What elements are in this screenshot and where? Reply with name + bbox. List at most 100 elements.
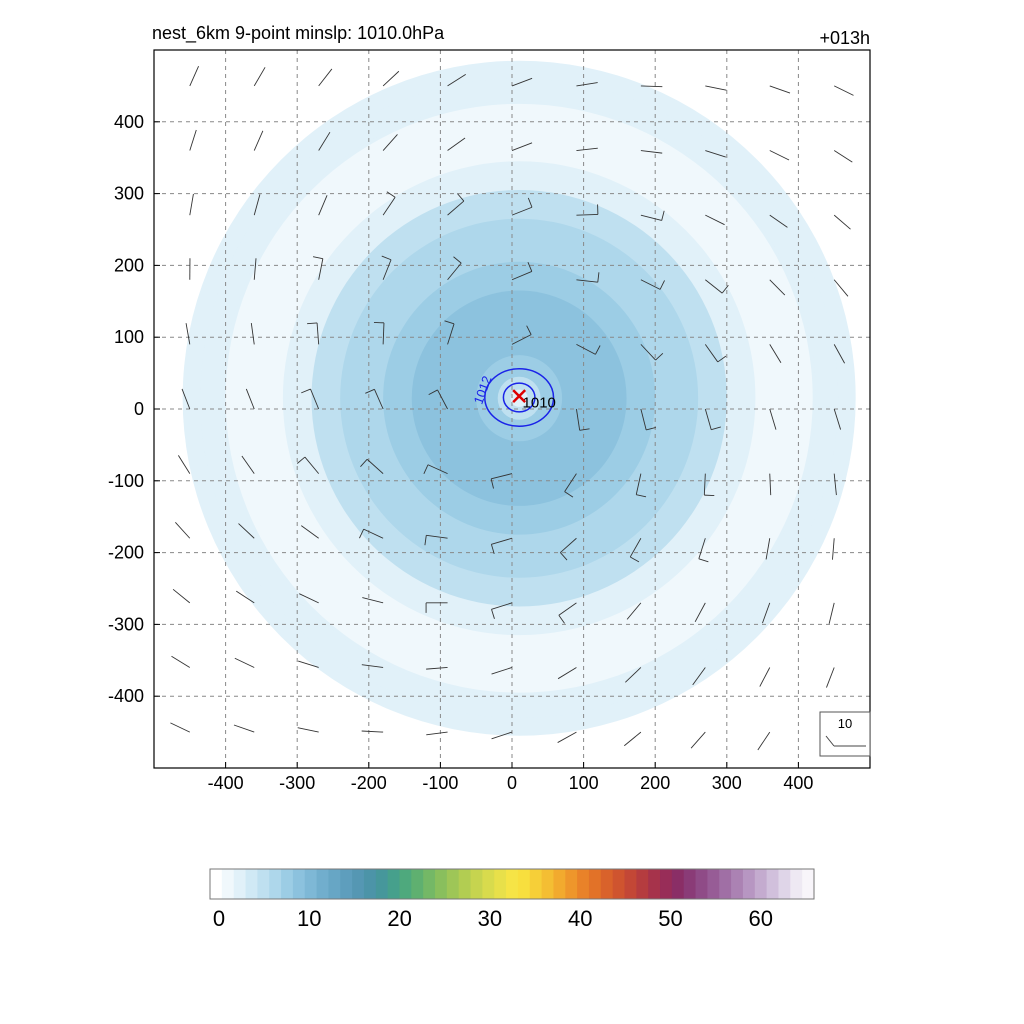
wind-barb-shaft [382, 70, 400, 87]
wind-barb-shaft [576, 82, 598, 87]
wind-barb-shaft [447, 137, 466, 151]
colorbar-cell [423, 869, 436, 899]
x-tick-label: 100 [569, 773, 599, 793]
wind-barb-shaft [238, 523, 255, 539]
wind-barb-shaft [382, 134, 398, 151]
wind-barb-shaft [426, 731, 448, 736]
wind-barb-shaft [558, 602, 577, 616]
colorbar-cell [683, 869, 697, 899]
wind-barb-shaft [576, 343, 596, 355]
wind-barb-shaft [382, 197, 396, 216]
wind-barb-flag [491, 609, 495, 619]
colorbar-cell [304, 869, 318, 899]
wind-barb-shaft [447, 262, 462, 281]
colorbar-cell [731, 869, 744, 899]
wind-barb-shaft [491, 731, 513, 740]
wind-barb-shaft [511, 206, 533, 216]
wind-barb-shaft [233, 724, 255, 733]
wind-barb-flag [636, 494, 647, 498]
wind-barb-shaft [382, 322, 385, 345]
wind-barb-shaft [361, 664, 384, 668]
wind-barb-shaft [170, 722, 190, 733]
wind-barb-shaft [576, 147, 598, 151]
wind-barb-shaft [236, 590, 255, 604]
wind-barb-shaft [769, 150, 790, 161]
colorbar-cell [588, 869, 602, 899]
wind-barb-shaft [832, 538, 835, 560]
wind-barb-flag [558, 614, 565, 624]
y-tick-label: -300 [108, 614, 144, 634]
colorbar-cell [660, 869, 673, 899]
colorbar-cell [742, 869, 756, 899]
wind-barb-shaft [318, 68, 333, 87]
colorbar-cell [446, 869, 460, 899]
wind-barb-flag [360, 458, 368, 468]
wind-barb-shaft [694, 602, 706, 623]
x-tick-label: 200 [640, 773, 670, 793]
wind-barb-shaft [769, 344, 782, 364]
wind-barb-flag [381, 255, 392, 261]
y-tick-label: -400 [108, 686, 144, 706]
wind-barb-flag [595, 345, 601, 355]
x-tick-label: -100 [422, 773, 458, 793]
wind-barb-flag [526, 325, 532, 335]
wind-barb-shaft [366, 458, 384, 474]
reference-barb-box: 10 [819, 711, 871, 757]
colorbar-cell [754, 869, 768, 899]
wind-barb-shaft [318, 131, 331, 151]
wind-barb-shaft [704, 344, 719, 363]
colorbar-cell [565, 869, 578, 899]
wind-barb-flag [646, 426, 656, 431]
wind-barb-shaft [705, 279, 723, 294]
reference-barb-shaft [825, 735, 835, 747]
wind-barb-shaft [245, 388, 255, 410]
pressure-contour [484, 368, 555, 427]
wind-barb-shaft [297, 727, 319, 733]
colorbar-cell [257, 869, 270, 899]
colorbar-cell [470, 869, 483, 899]
wind-barb-flag [490, 544, 495, 555]
wind-barb-shaft [491, 537, 513, 545]
wind-barb-shaft [304, 456, 320, 474]
outer-wind-ring [200, 78, 839, 718]
wind-barb-shaft [177, 455, 191, 474]
wind-barb-shaft [834, 85, 854, 96]
wind-barb-shaft [704, 408, 712, 430]
wind-barb-shaft [298, 660, 319, 668]
wind-barb-flag [453, 256, 462, 264]
colorbar-tick-label: 60 [749, 906, 773, 931]
wind-barb-shaft [426, 667, 448, 670]
wind-barb-shaft [564, 473, 577, 492]
colorbar-frame [209, 868, 815, 900]
wind-barb-shaft [172, 588, 191, 604]
colorbar-cell [435, 869, 448, 899]
pressure-contours: 1012 1010 [471, 368, 556, 427]
wind-barb-shaft [318, 195, 328, 216]
wind-barb-shaft [557, 667, 577, 680]
wind-barb-flag [717, 355, 727, 363]
wind-barb-shaft [769, 408, 777, 430]
wind-barb-shaft [447, 323, 455, 345]
wind-barb-flag [359, 528, 365, 539]
wind-barb-shaft [640, 408, 647, 430]
colorbar-tick-label: 0 [213, 906, 225, 931]
wind-barb-shaft [698, 538, 706, 559]
wind-barb-shaft [253, 130, 264, 151]
wind-speed-field [182, 60, 856, 736]
wind-barb-flag [424, 535, 427, 546]
colorbar-cell [529, 869, 543, 899]
colorbar-cell [506, 869, 519, 899]
wind-barb-shaft [253, 194, 261, 216]
wind-barb-shaft [557, 731, 577, 743]
wind-barb-flag [456, 193, 465, 202]
wind-barb-flag [579, 428, 590, 431]
colorbar-tick-label: 20 [387, 906, 411, 931]
colorbar-cell [600, 869, 614, 899]
wind-barb-shaft [382, 259, 392, 280]
wind-barb-shaft [511, 77, 533, 87]
colorbar-cell [281, 869, 294, 899]
y-tick-label: -100 [108, 471, 144, 491]
wind-barb-shaft [692, 667, 706, 686]
plot-area: 1012 1010 10 [153, 49, 871, 769]
wind-barb-flag [721, 284, 729, 294]
